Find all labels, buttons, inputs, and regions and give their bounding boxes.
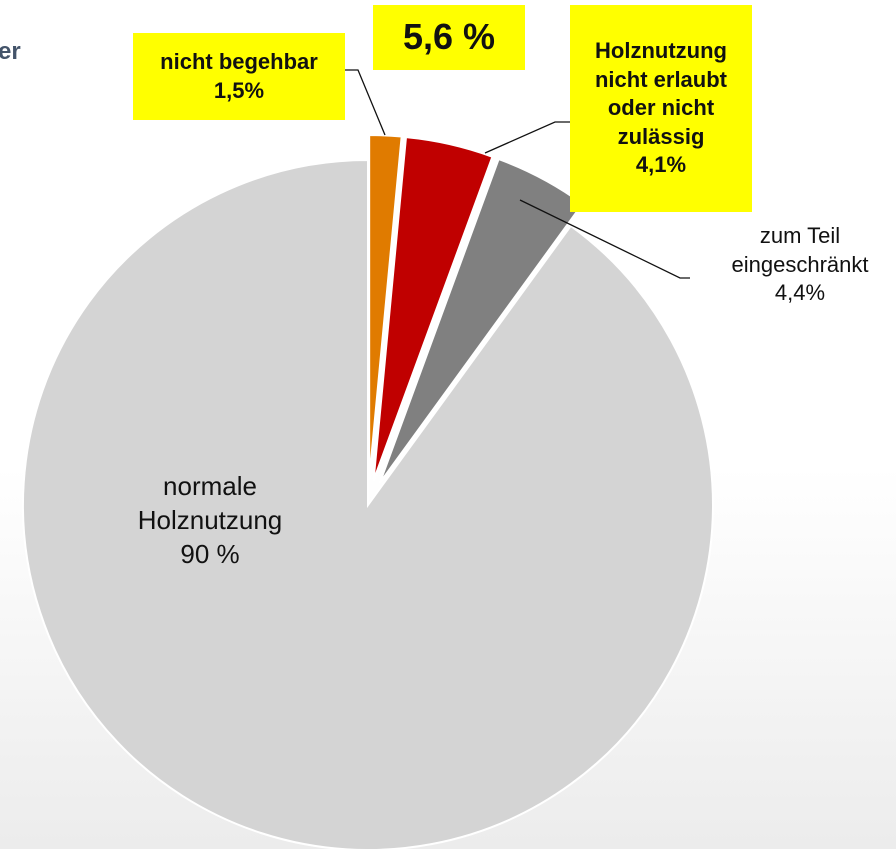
category-label: nicht begehbar — [160, 48, 318, 74]
category-label: Holznutzung nicht erlaubt oder nicht zul… — [594, 38, 727, 149]
leader-line — [519, 199, 690, 279]
annotation: 5,6 % — [373, 5, 525, 70]
slice-label: normale Holznutzung 90 % — [90, 470, 330, 571]
value-label: 90 % — [180, 538, 240, 569]
slice-label: Holznutzung nicht erlaubt oder nicht zul… — [570, 5, 752, 212]
slice-label: nicht begehbar 1,5% — [133, 33, 345, 120]
slice-label: zum Teil eingeschränkt 4,4% — [705, 222, 895, 308]
pie-slice — [368, 134, 403, 481]
category-label: zum Teil eingeschränkt — [731, 223, 869, 277]
pie-slice — [372, 136, 494, 481]
pie-slice — [22, 158, 714, 849]
leader-line — [484, 121, 570, 154]
value-label: 1,5% — [213, 77, 265, 103]
value-label: 4,1% — [635, 152, 687, 178]
category-label: normale Holznutzung — [137, 471, 283, 535]
chart-title: er — [0, 38, 21, 65]
value-label: 4,4% — [774, 280, 826, 306]
leader-line — [345, 69, 386, 136]
